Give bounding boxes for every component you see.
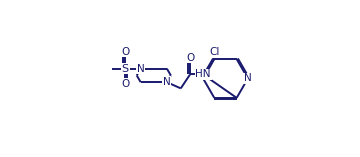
Text: O: O <box>121 47 129 57</box>
Text: O: O <box>121 79 129 89</box>
Text: N: N <box>137 64 145 74</box>
Text: S: S <box>122 64 129 74</box>
Text: HN: HN <box>195 70 211 79</box>
Text: Cl: Cl <box>209 47 220 57</box>
Text: O: O <box>186 53 194 62</box>
Text: N: N <box>163 77 171 87</box>
Text: N: N <box>244 73 252 84</box>
